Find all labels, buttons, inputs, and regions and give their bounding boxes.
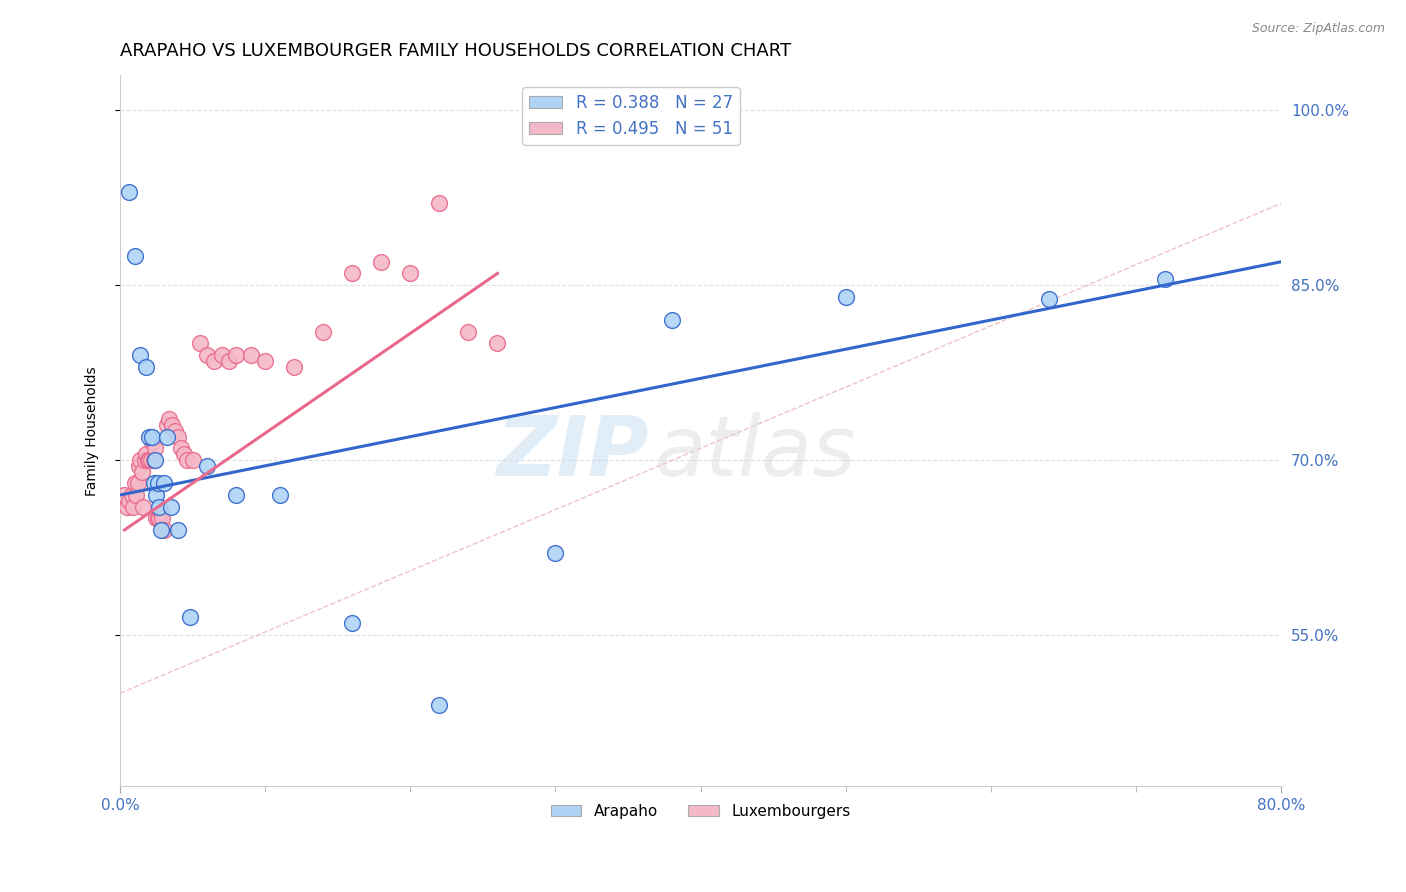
Point [145, 488, 167, 502]
Text: ARAPAHO VS LUXEMBOURGER FAMILY HOUSEHOLDS CORRELATION CHART: ARAPAHO VS LUXEMBOURGER FAMILY HOUSEHOLD… [120, 42, 792, 60]
Point [146, 511, 169, 525]
Point [135, 359, 157, 374]
Point [1154, 272, 1177, 286]
Point [135, 447, 157, 461]
Point [225, 348, 247, 362]
Point [486, 336, 509, 351]
Point [159, 412, 181, 426]
Text: Source: ZipAtlas.com: Source: ZipAtlas.com [1251, 22, 1385, 36]
Point [145, 511, 167, 525]
Point [254, 354, 277, 368]
Point [179, 610, 201, 624]
Point [457, 325, 479, 339]
Point [835, 290, 858, 304]
Point [173, 447, 195, 461]
Text: ZIP: ZIP [496, 412, 648, 492]
Point [138, 453, 160, 467]
Point [152, 523, 174, 537]
Point [544, 546, 567, 560]
Point [399, 267, 422, 281]
Point [211, 348, 233, 362]
Point [149, 506, 172, 520]
Point [239, 348, 262, 362]
Point [124, 249, 146, 263]
Point [125, 488, 148, 502]
Point [138, 430, 160, 444]
Point [148, 500, 170, 514]
Point [152, 476, 174, 491]
Point [342, 267, 364, 281]
Point [118, 185, 141, 199]
Point [132, 500, 155, 514]
Point [117, 500, 139, 514]
Point [143, 442, 166, 456]
Point [143, 453, 166, 467]
Point [139, 453, 162, 467]
Point [155, 417, 177, 432]
Point [661, 313, 683, 327]
Point [167, 523, 190, 537]
Point [429, 698, 451, 712]
Point [165, 424, 187, 438]
Point [127, 476, 149, 491]
Point [342, 616, 364, 631]
Point [142, 476, 165, 491]
Point [148, 511, 170, 525]
Point [204, 354, 226, 368]
Point [150, 511, 173, 525]
Legend: Arapaho, Luxembourgers: Arapaho, Luxembourgers [544, 797, 856, 825]
Point [176, 453, 198, 467]
Point [160, 500, 183, 514]
Point [429, 196, 451, 211]
Point [149, 523, 172, 537]
Point [118, 493, 141, 508]
Point [134, 453, 156, 467]
Point [136, 453, 159, 467]
Point [312, 325, 335, 339]
Point [370, 254, 392, 268]
Point [283, 359, 305, 374]
Point [129, 453, 152, 467]
Point [269, 488, 291, 502]
Point [167, 430, 190, 444]
Point [146, 476, 169, 491]
Point [128, 458, 150, 473]
Point [188, 336, 211, 351]
Text: atlas: atlas [654, 412, 856, 492]
Point [225, 488, 247, 502]
Point [141, 430, 163, 444]
Point [124, 476, 146, 491]
Point [121, 488, 143, 502]
Point [129, 348, 152, 362]
Point [142, 453, 165, 467]
Point [1038, 292, 1060, 306]
Point [155, 430, 177, 444]
Point [195, 348, 218, 362]
Point [170, 442, 193, 456]
Point [162, 417, 184, 432]
Point [122, 500, 145, 514]
Point [131, 465, 153, 479]
Point [114, 488, 136, 502]
Y-axis label: Family Households: Family Households [86, 366, 100, 496]
Point [141, 435, 163, 450]
Point [195, 458, 218, 473]
Point [218, 354, 240, 368]
Point [181, 453, 204, 467]
